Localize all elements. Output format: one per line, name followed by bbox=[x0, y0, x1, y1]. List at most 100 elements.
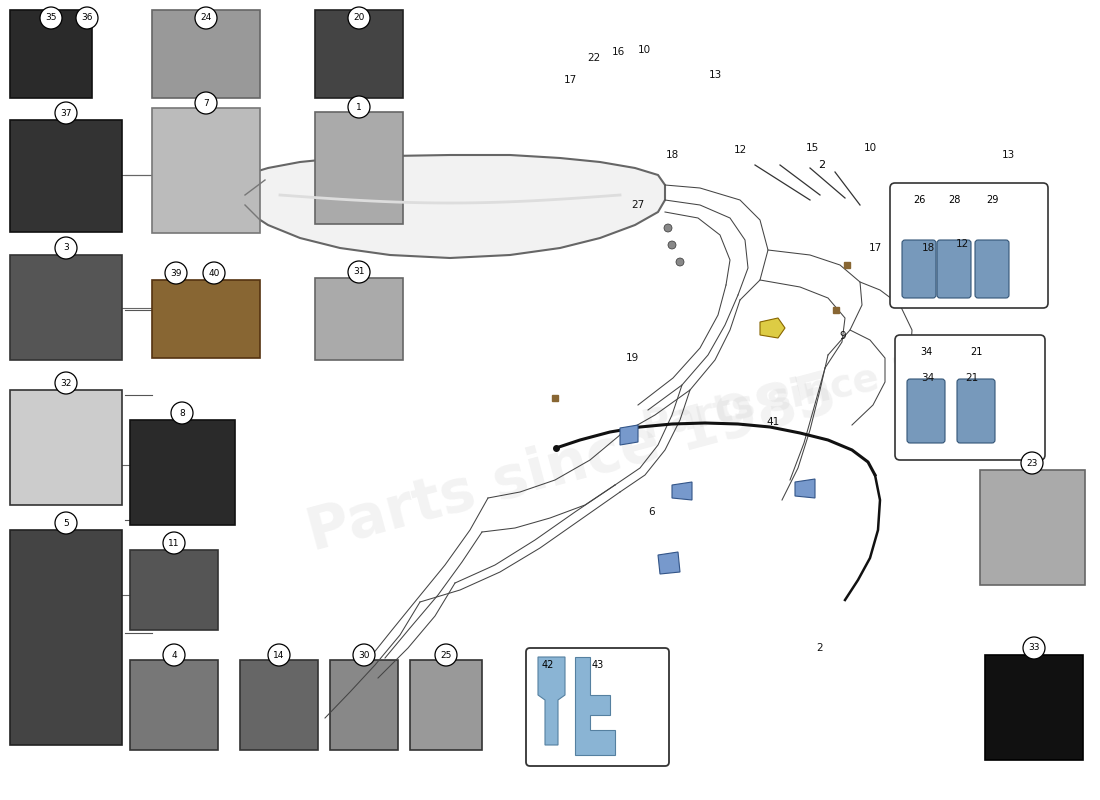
Text: 15: 15 bbox=[805, 143, 818, 153]
Bar bbox=[152, 108, 260, 233]
Circle shape bbox=[163, 532, 185, 554]
Text: 35: 35 bbox=[45, 14, 57, 22]
Circle shape bbox=[170, 402, 192, 424]
Text: 34: 34 bbox=[922, 373, 935, 383]
FancyBboxPatch shape bbox=[902, 240, 936, 298]
Bar bbox=[10, 390, 122, 505]
Text: 24: 24 bbox=[200, 14, 211, 22]
Text: 1: 1 bbox=[356, 102, 362, 111]
Text: 16: 16 bbox=[612, 47, 625, 57]
Text: Parts since 1985: Parts since 1985 bbox=[301, 366, 843, 562]
Text: 23: 23 bbox=[1026, 458, 1037, 467]
Polygon shape bbox=[538, 657, 565, 745]
Text: 6: 6 bbox=[649, 507, 656, 517]
Bar bbox=[315, 278, 403, 360]
FancyBboxPatch shape bbox=[526, 648, 669, 766]
Bar bbox=[152, 10, 260, 98]
Circle shape bbox=[195, 92, 217, 114]
Bar bbox=[10, 530, 122, 745]
Polygon shape bbox=[575, 657, 615, 755]
Bar bbox=[980, 470, 1085, 585]
Text: 5: 5 bbox=[63, 518, 69, 527]
Bar bbox=[10, 120, 122, 232]
Circle shape bbox=[1021, 452, 1043, 474]
Text: 2: 2 bbox=[816, 643, 823, 653]
Circle shape bbox=[55, 102, 77, 124]
FancyBboxPatch shape bbox=[937, 240, 971, 298]
Text: 13: 13 bbox=[708, 70, 722, 80]
Text: 18: 18 bbox=[666, 150, 679, 160]
Text: 7: 7 bbox=[204, 98, 209, 107]
Text: 10: 10 bbox=[864, 143, 877, 153]
Text: 11: 11 bbox=[168, 538, 179, 547]
Text: 9: 9 bbox=[839, 331, 846, 341]
Bar bbox=[130, 420, 235, 525]
Circle shape bbox=[55, 372, 77, 394]
Text: 14: 14 bbox=[273, 650, 285, 659]
FancyBboxPatch shape bbox=[890, 183, 1048, 308]
Text: 29: 29 bbox=[986, 195, 998, 205]
Text: 31: 31 bbox=[353, 267, 365, 277]
Circle shape bbox=[676, 258, 684, 266]
Text: 12: 12 bbox=[956, 239, 969, 249]
Circle shape bbox=[348, 261, 370, 283]
Circle shape bbox=[40, 7, 62, 29]
Circle shape bbox=[165, 262, 187, 284]
Text: 21: 21 bbox=[966, 373, 979, 383]
Text: 27: 27 bbox=[631, 200, 645, 210]
Text: 18: 18 bbox=[922, 243, 935, 253]
FancyBboxPatch shape bbox=[908, 379, 945, 443]
Polygon shape bbox=[760, 318, 785, 338]
FancyBboxPatch shape bbox=[895, 335, 1045, 460]
Polygon shape bbox=[672, 482, 692, 500]
Circle shape bbox=[163, 644, 185, 666]
Text: 17: 17 bbox=[563, 75, 576, 85]
Text: 25: 25 bbox=[440, 650, 452, 659]
Text: 13: 13 bbox=[1001, 150, 1014, 160]
Text: 3: 3 bbox=[63, 243, 69, 253]
Circle shape bbox=[55, 237, 77, 259]
Bar bbox=[330, 660, 398, 750]
Text: 22: 22 bbox=[587, 53, 601, 63]
Text: 36: 36 bbox=[81, 14, 92, 22]
Text: Parts since 1985: Parts since 1985 bbox=[639, 334, 1001, 446]
Bar bbox=[10, 255, 122, 360]
Text: 41: 41 bbox=[767, 417, 780, 427]
Polygon shape bbox=[658, 552, 680, 574]
Text: 39: 39 bbox=[170, 269, 182, 278]
Text: 33: 33 bbox=[1028, 643, 1040, 653]
Text: 21: 21 bbox=[970, 347, 982, 357]
Text: 34: 34 bbox=[920, 347, 932, 357]
Text: 32: 32 bbox=[60, 378, 72, 387]
Bar bbox=[410, 660, 482, 750]
Text: 20: 20 bbox=[353, 14, 365, 22]
FancyBboxPatch shape bbox=[975, 240, 1009, 298]
FancyBboxPatch shape bbox=[957, 379, 996, 443]
Text: 42: 42 bbox=[542, 660, 554, 670]
Bar bbox=[315, 112, 403, 224]
Bar bbox=[240, 660, 318, 750]
Bar bbox=[130, 550, 218, 630]
Circle shape bbox=[268, 644, 290, 666]
Text: 10: 10 bbox=[637, 45, 650, 55]
Circle shape bbox=[668, 241, 676, 249]
Text: 19: 19 bbox=[626, 353, 639, 363]
Bar bbox=[984, 655, 1084, 760]
Text: 37: 37 bbox=[60, 109, 72, 118]
Text: 12: 12 bbox=[734, 145, 747, 155]
Text: 28: 28 bbox=[948, 195, 960, 205]
Circle shape bbox=[195, 7, 217, 29]
Circle shape bbox=[664, 224, 672, 232]
Text: 26: 26 bbox=[913, 195, 925, 205]
Text: 4: 4 bbox=[172, 650, 177, 659]
Polygon shape bbox=[795, 479, 815, 498]
Circle shape bbox=[1023, 637, 1045, 659]
Bar bbox=[130, 660, 218, 750]
Text: 2: 2 bbox=[818, 160, 826, 170]
Text: 43: 43 bbox=[592, 660, 604, 670]
Circle shape bbox=[204, 262, 226, 284]
Circle shape bbox=[434, 644, 456, 666]
Circle shape bbox=[353, 644, 375, 666]
Text: 40: 40 bbox=[208, 269, 220, 278]
Text: 30: 30 bbox=[359, 650, 370, 659]
